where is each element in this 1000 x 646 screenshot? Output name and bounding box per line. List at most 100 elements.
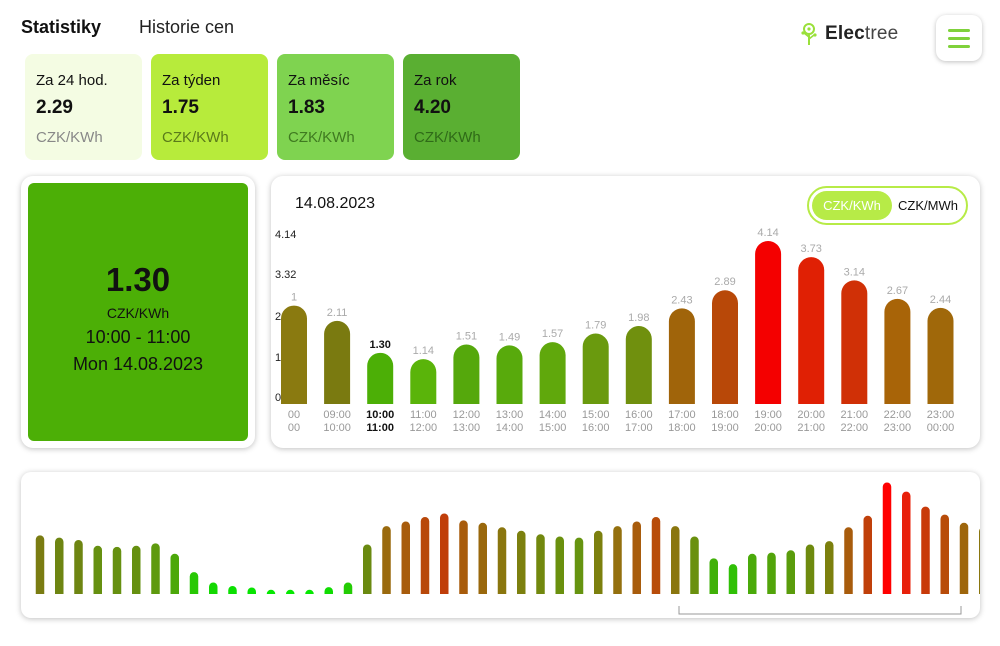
- overview-bar[interactable]: [882, 482, 892, 594]
- overview-bar[interactable]: [536, 534, 545, 594]
- overview-bar[interactable]: [574, 537, 584, 594]
- overview-bar[interactable]: [478, 522, 488, 594]
- unit-toggle[interactable]: CZK/KWh CZK/MWh: [807, 186, 968, 225]
- overview-bar[interactable]: [363, 544, 372, 594]
- overview-bar[interactable]: [93, 545, 103, 594]
- price-bar[interactable]: [755, 241, 782, 404]
- overview-bar[interactable]: [151, 543, 160, 594]
- bar-value-label: 1.57: [542, 328, 563, 340]
- overview-bar[interactable]: [825, 541, 834, 594]
- price-bar[interactable]: [324, 320, 351, 404]
- price-bar[interactable]: [410, 359, 437, 404]
- toggle-czk-kwh[interactable]: CZK/KWh: [812, 191, 892, 220]
- x-tick-label: 12:00: [453, 409, 481, 421]
- card-month[interactable]: Za měsíc 1.83 CZK/KWh: [277, 54, 394, 160]
- overview-bar[interactable]: [921, 506, 930, 594]
- toggle-czk-mwh[interactable]: CZK/MWh: [898, 198, 958, 213]
- price-bar[interactable]: [367, 352, 394, 404]
- overview-price-chart[interactable]: [21, 472, 980, 618]
- overview-bar[interactable]: [555, 536, 565, 595]
- overview-bar[interactable]: [863, 515, 873, 594]
- overview-bar[interactable]: [382, 526, 391, 594]
- overview-bar[interactable]: [805, 544, 815, 594]
- overview-bar[interactable]: [228, 585, 237, 594]
- price-bar[interactable]: [712, 290, 738, 404]
- bar-value-label: 1.14: [413, 345, 434, 357]
- overview-bar[interactable]: [189, 572, 199, 594]
- overview-bar[interactable]: [74, 539, 83, 594]
- bar-value-label: 2.43: [671, 294, 692, 306]
- x-tick-label: 20:00: [754, 422, 782, 434]
- menu-line-icon: [948, 28, 970, 32]
- overview-bar[interactable]: [671, 526, 680, 594]
- tab-statistics[interactable]: Statistiky: [21, 17, 102, 37]
- selection-range-bracket[interactable]: [678, 606, 962, 615]
- overview-bar[interactable]: [651, 516, 661, 594]
- overview-bar[interactable]: [286, 589, 295, 594]
- overview-bar[interactable]: [767, 552, 776, 594]
- overview-bar[interactable]: [709, 558, 719, 594]
- price-bar[interactable]: [539, 342, 566, 404]
- price-bar[interactable]: [625, 326, 652, 404]
- overview-bar[interactable]: [594, 530, 603, 594]
- overview-chart-panel: [21, 472, 980, 618]
- overview-bar[interactable]: [748, 553, 757, 594]
- overview-bar[interactable]: [440, 513, 449, 595]
- overview-bar[interactable]: [266, 589, 276, 594]
- card-week[interactable]: Za týden 1.75 CZK/KWh: [151, 54, 268, 160]
- top-navigation: Statistiky Historie cen Electree: [0, 0, 1000, 61]
- overview-bar[interactable]: [844, 527, 853, 594]
- hourly-price-chart[interactable]: 4.143.322.491.660.83100002.1109:0010:001…: [271, 176, 980, 448]
- overview-bar[interactable]: [497, 527, 507, 594]
- price-bar[interactable]: [496, 345, 523, 404]
- overview-bar[interactable]: [613, 526, 622, 594]
- overview-bar[interactable]: [420, 516, 430, 594]
- price-bar[interactable]: [841, 280, 868, 404]
- overview-bar[interactable]: [305, 589, 314, 594]
- overview-bar[interactable]: [324, 587, 334, 594]
- x-tick-label: 22:00: [884, 409, 912, 421]
- price-bar[interactable]: [884, 298, 911, 404]
- overview-bar[interactable]: [132, 545, 141, 594]
- overview-bar[interactable]: [979, 527, 980, 594]
- logo-text: Electree: [825, 23, 898, 45]
- x-tick-label: 15:00: [539, 422, 567, 434]
- overview-bar[interactable]: [247, 587, 257, 594]
- overview-bar[interactable]: [55, 537, 64, 594]
- x-tick-label: 16:00: [625, 409, 653, 421]
- overview-bar[interactable]: [170, 553, 180, 594]
- overview-bar[interactable]: [728, 564, 738, 594]
- overview-bar[interactable]: [112, 546, 122, 594]
- card-value: 4.20: [414, 97, 451, 118]
- card-year[interactable]: Za rok 4.20 CZK/KWh: [403, 54, 520, 160]
- bar-value-label: 3.73: [800, 243, 821, 255]
- bar-value-label: 1.79: [585, 320, 606, 332]
- overview-bar[interactable]: [401, 521, 411, 594]
- x-tick-label: 17:00: [625, 422, 653, 434]
- card-unit: CZK/KWh: [414, 129, 481, 146]
- price-bar[interactable]: [453, 344, 480, 404]
- overview-bar[interactable]: [690, 536, 699, 595]
- overview-bar[interactable]: [959, 522, 969, 594]
- card-unit: CZK/KWh: [36, 129, 103, 146]
- overview-bar[interactable]: [343, 582, 353, 595]
- overview-bar[interactable]: [940, 514, 950, 594]
- overview-bar[interactable]: [459, 520, 468, 594]
- overview-bar[interactable]: [902, 491, 911, 594]
- price-bar[interactable]: [668, 308, 695, 404]
- current-price-date: Mon 14.08.2023: [72, 354, 204, 374]
- overview-bar[interactable]: [632, 521, 642, 594]
- overview-bar[interactable]: [35, 535, 45, 594]
- card-value: 1.75: [162, 97, 199, 118]
- price-bar[interactable]: [798, 257, 825, 404]
- tab-price-history[interactable]: Historie cen: [139, 17, 235, 37]
- price-bar[interactable]: [281, 305, 307, 404]
- hamburger-menu-button[interactable]: [936, 15, 982, 61]
- overview-bar[interactable]: [209, 582, 218, 595]
- price-bar[interactable]: [927, 307, 954, 404]
- card-24h[interactable]: Za 24 hod. 2.29 CZK/KWh: [25, 54, 142, 160]
- price-bar[interactable]: [582, 333, 609, 404]
- current-price-panel: 1.30 CZK/KWh 10:00 - 11:00 Mon 14.08.202…: [21, 176, 255, 448]
- overview-bar[interactable]: [517, 530, 526, 594]
- overview-bar[interactable]: [786, 550, 796, 594]
